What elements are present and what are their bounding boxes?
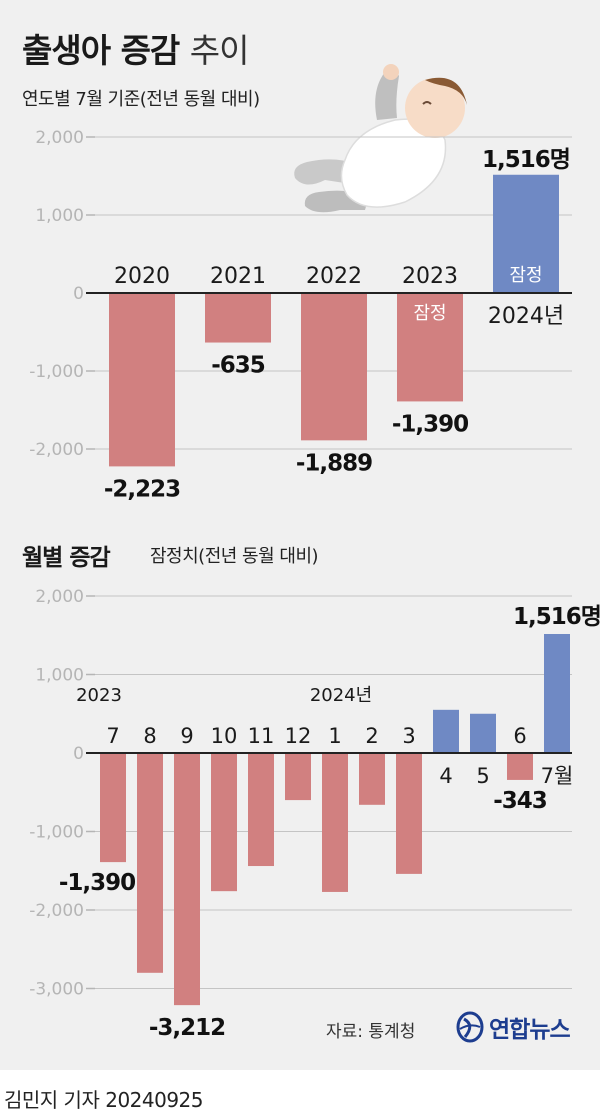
credit-line: 김민지 기자 20240925: [4, 1088, 204, 1112]
bar: [470, 713, 496, 753]
data-label: -3,212: [149, 1015, 225, 1041]
category-label: 7월: [541, 764, 574, 788]
monthly-title: 월별 증감: [22, 545, 111, 571]
y-tick-label: -3,000: [29, 980, 84, 1000]
data-label: -1,390: [392, 411, 468, 437]
category-label: 2020: [114, 264, 170, 289]
main-title-light: 추이: [189, 31, 250, 70]
category-label: 11: [248, 724, 275, 748]
category-label: 5: [476, 764, 489, 788]
category-label: 1: [328, 724, 341, 748]
y-tick-label: 1,000: [35, 206, 84, 226]
bar-note-label: 잠정: [509, 265, 542, 286]
y-tick-label: -1,000: [29, 362, 84, 382]
category-label: 3: [402, 724, 415, 748]
bar: [397, 293, 463, 402]
bar: [359, 753, 385, 805]
bar: [396, 753, 422, 874]
bar: [507, 753, 533, 780]
yonhap-logo: 연합뉴스: [455, 1009, 571, 1045]
bar: [211, 753, 237, 892]
bar: [109, 293, 175, 467]
globe-icon: [456, 1011, 484, 1043]
baby-illustration: [294, 64, 467, 213]
bar: [100, 753, 126, 863]
y-tick-label: 2,000: [35, 128, 84, 148]
category-label: 2022: [306, 264, 362, 289]
data-label: -2,223: [104, 476, 180, 502]
y-tick-label: 0: [73, 284, 84, 304]
y-tick-label: 2,000: [35, 587, 84, 607]
footer-bar: 김민지 기자 20240925: [0, 1070, 600, 1120]
y-tick-label: 0: [73, 744, 84, 764]
baby-hand: [383, 64, 399, 80]
data-label: -1,390: [59, 870, 135, 896]
bar: [174, 753, 200, 1006]
year-label: 2023: [76, 685, 122, 706]
bar: [285, 753, 311, 801]
y-tick-label: -2,000: [29, 901, 84, 921]
baby-leg-left: [294, 159, 355, 185]
data-label: -343: [493, 788, 547, 814]
category-label: 10: [211, 724, 238, 748]
year-label: 2024년: [310, 685, 372, 706]
bar: [248, 753, 274, 867]
data-label: -635: [211, 353, 265, 379]
category-label: 2023: [402, 264, 458, 289]
y-tick-label: -1,000: [29, 823, 84, 843]
monthly-chart: 2,000 1,000 0 -1,000 -2,000 -3,000 7 2023 -1,390…: [29, 587, 600, 1041]
category-label: 4: [439, 764, 452, 788]
data-label: 1,516명: [513, 604, 600, 630]
category-label: 8: [143, 724, 156, 748]
category-label: 7: [106, 724, 119, 748]
bar: [493, 174, 559, 293]
monthly-subtitle: 잠정치(전년 동월 대비): [150, 546, 319, 567]
bar: [322, 753, 348, 892]
category-label: 9: [180, 724, 193, 748]
baby-eye: [422, 101, 432, 105]
yearly-chart: 2,000 1,000 0 -1,000 -2,000 2020 -2,223 2021 -63…: [29, 128, 572, 502]
source-note: 자료: 통계청: [326, 1022, 416, 1042]
baby-arm: [375, 69, 399, 120]
baby-head: [405, 78, 465, 138]
category-label: 2024년: [488, 304, 564, 329]
yearly-subtitle: 연도별 7월 기준(전년 동월 대비): [22, 89, 260, 110]
bar: [301, 293, 367, 441]
category-label: 2021: [210, 264, 266, 289]
category-label: 12: [285, 724, 312, 748]
y-tick-label: 1,000: [35, 666, 84, 686]
bar: [433, 709, 459, 753]
category-label: 6: [513, 724, 526, 748]
y-tick-label: -2,000: [29, 440, 84, 460]
bar: [205, 293, 271, 343]
infographic: 출생아 증감 추이 연도별 7월 기준(전년 동월 대비) 2,000 1,000…: [0, 0, 600, 1070]
bar-note-label: 잠정: [413, 303, 446, 324]
data-label: -1,889: [296, 450, 372, 476]
main-title-bold: 출생아 증감: [22, 31, 180, 70]
bar: [137, 753, 163, 973]
bar: [544, 633, 570, 753]
data-label: 1,516명: [482, 147, 570, 173]
logo-text: 연합뉴스: [489, 1017, 571, 1043]
category-label: 2: [365, 724, 378, 748]
baby-hair: [425, 77, 467, 105]
baby-body: [340, 118, 447, 208]
main-title: 출생아 증감 추이: [22, 24, 250, 72]
